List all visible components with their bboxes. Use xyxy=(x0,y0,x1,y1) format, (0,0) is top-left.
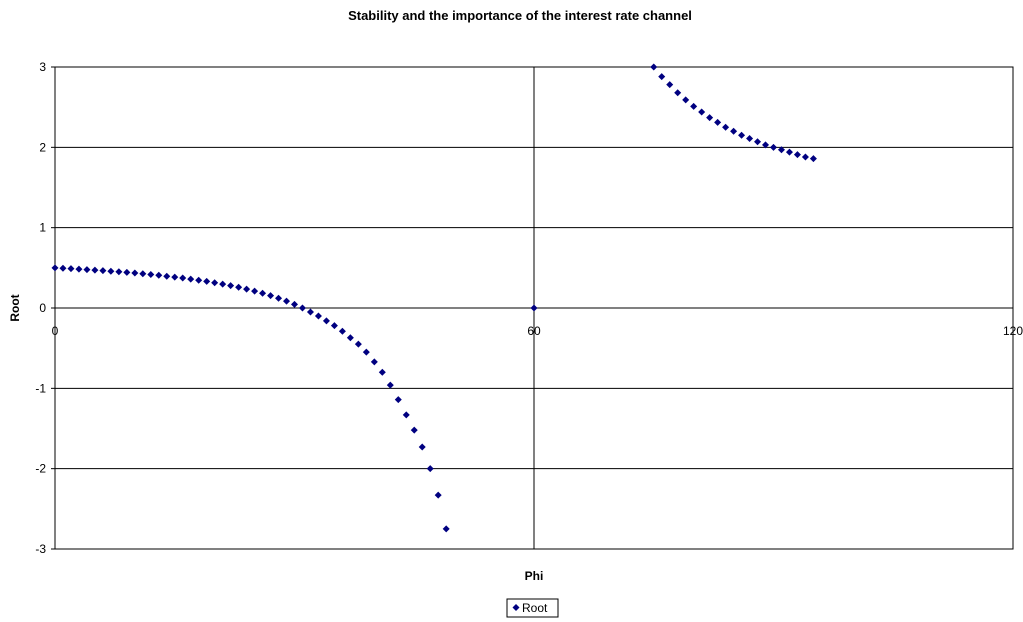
data-point xyxy=(139,270,147,278)
data-point xyxy=(330,322,338,330)
data-point xyxy=(75,265,83,273)
data-point xyxy=(354,340,362,348)
data-point xyxy=(107,267,115,275)
data-point xyxy=(674,89,682,97)
data-point xyxy=(410,426,418,434)
data-point xyxy=(442,525,450,533)
data-point xyxy=(762,141,770,149)
x-axis-title: Phi xyxy=(525,569,544,583)
data-point xyxy=(259,289,267,297)
data-point xyxy=(322,317,330,325)
data-point xyxy=(530,304,538,312)
data-point xyxy=(91,266,99,274)
y-tick-label: 3 xyxy=(39,60,46,74)
data-point xyxy=(131,269,139,277)
data-point xyxy=(291,300,298,308)
data-point xyxy=(809,155,817,163)
data-point xyxy=(187,275,195,283)
data-point xyxy=(706,114,714,122)
data-point xyxy=(306,308,314,316)
data-point xyxy=(99,267,107,275)
data-point xyxy=(801,153,809,161)
data-point xyxy=(346,334,354,342)
data-point xyxy=(754,138,762,146)
data-point xyxy=(714,118,722,126)
data-point xyxy=(283,297,291,305)
data-point xyxy=(730,127,738,135)
data-point xyxy=(179,274,187,282)
y-tick-label: -1 xyxy=(35,381,46,395)
data-point xyxy=(362,348,370,356)
data-point xyxy=(147,271,155,279)
data-point xyxy=(219,280,227,288)
legend-marker-icon xyxy=(512,604,520,611)
data-point xyxy=(83,266,91,274)
data-point xyxy=(690,102,698,110)
data-point xyxy=(386,381,394,389)
legend-label: Root xyxy=(522,601,548,615)
data-point xyxy=(203,277,211,285)
data-point xyxy=(426,465,434,473)
legend-box xyxy=(506,598,559,618)
y-tick-label: -2 xyxy=(35,462,46,476)
y-tick-label: -3 xyxy=(35,542,46,556)
data-point xyxy=(243,285,251,293)
data-point xyxy=(235,283,243,291)
x-tick-label: 120 xyxy=(1003,324,1023,338)
data-point xyxy=(338,327,346,335)
data-point xyxy=(267,292,275,300)
y-tick-label: 1 xyxy=(39,221,46,235)
data-point xyxy=(785,148,793,156)
data-point xyxy=(163,272,171,280)
data-point xyxy=(394,396,402,404)
data-point xyxy=(650,63,658,71)
data-point xyxy=(793,151,801,159)
data-point xyxy=(370,358,378,366)
data-point xyxy=(746,134,754,142)
data-point xyxy=(115,268,123,276)
data-point xyxy=(251,287,259,295)
data-point xyxy=(227,282,235,290)
data-point xyxy=(777,146,785,154)
data-point xyxy=(195,276,203,284)
data-point xyxy=(738,131,746,139)
data-point xyxy=(298,304,306,312)
data-point xyxy=(275,294,283,302)
data-point xyxy=(314,312,322,320)
data-point xyxy=(171,273,179,281)
data-point xyxy=(402,411,410,419)
data-point xyxy=(682,96,690,104)
x-tick-label: 0 xyxy=(52,324,59,338)
data-point xyxy=(123,268,131,276)
data-point xyxy=(418,443,426,451)
data-point xyxy=(666,81,674,89)
data-points xyxy=(51,63,817,533)
data-point xyxy=(434,491,442,499)
y-tick-label: 2 xyxy=(39,140,46,154)
data-point xyxy=(155,271,163,279)
tick-labels: 3 2 1 0 -1 -2 -3 0 60 120 xyxy=(35,60,1023,556)
legend: Root xyxy=(506,598,559,618)
chart-title: Stability and the importance of the inte… xyxy=(348,8,692,23)
data-point xyxy=(698,108,706,116)
data-point xyxy=(722,123,730,131)
data-point xyxy=(51,264,59,272)
x-tick-label: 60 xyxy=(527,324,541,338)
data-point xyxy=(658,73,666,81)
data-point xyxy=(211,279,219,287)
data-point xyxy=(59,264,67,272)
data-point xyxy=(378,368,386,376)
data-point xyxy=(770,143,777,151)
data-point xyxy=(67,265,75,273)
y-tick-label: 0 xyxy=(39,301,46,315)
y-axis-title: Root xyxy=(8,294,22,321)
